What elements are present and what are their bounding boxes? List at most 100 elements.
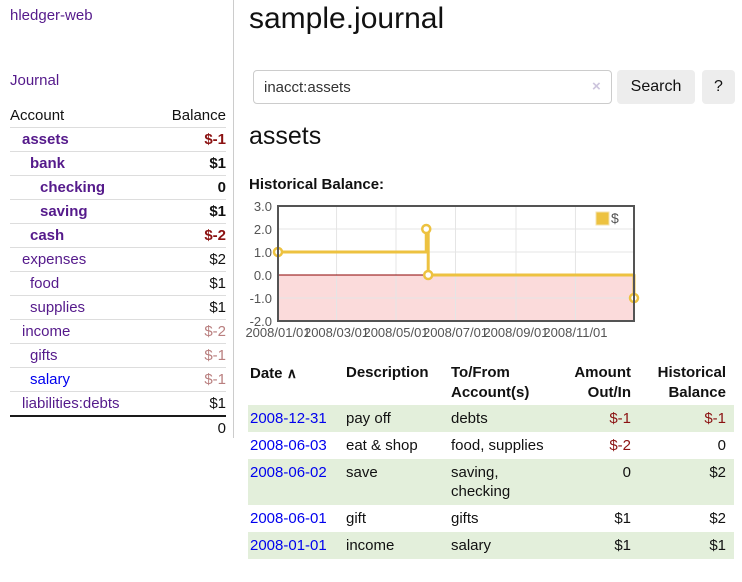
x-tick-label: 2008/09/01 (483, 325, 548, 340)
account-name-cell: liabilities:debts (10, 392, 154, 417)
account-row: expenses $2 (10, 248, 226, 272)
account-link-cash[interactable]: cash (30, 227, 64, 244)
account-name-cell: bank (10, 152, 154, 176)
help-button[interactable]: ? (702, 70, 735, 104)
account-link-gifts[interactable]: gifts (30, 347, 58, 364)
hledger-web-page: hledger-web Journal Account Balance asse… (0, 0, 742, 582)
register-table: Date ∧ Description To/From Account(s) Am… (248, 361, 734, 559)
chart-title: Historical Balance: (249, 176, 384, 193)
account-balance: $-1 (154, 344, 226, 368)
y-tick-label: 0.0 (254, 268, 272, 283)
date-cell: 2008-12-31 (248, 405, 344, 432)
account-link-checking[interactable]: checking (40, 179, 105, 196)
description-cell: income (344, 532, 449, 559)
account-link-liabilities-debts[interactable]: liabilities:debts (22, 395, 120, 412)
amount-cell: 0 (549, 459, 639, 505)
sort-ascending-icon: ∧ (287, 365, 297, 381)
amount-cell: $1 (549, 505, 639, 532)
accounts-header-balance: Balance (154, 104, 226, 128)
register-header-accounts: To/From Account(s) (449, 361, 549, 405)
x-tick-label: 2008/11/01 (543, 325, 607, 340)
account-name-cell: salary (10, 368, 154, 392)
clear-search-icon[interactable]: × (592, 78, 601, 96)
account-balance: $2 (154, 248, 226, 272)
account-balance: $-2 (154, 224, 226, 248)
balance-cell: 0 (639, 432, 734, 459)
account-link-supplies[interactable]: supplies (30, 299, 85, 316)
transaction-date-link[interactable]: 2008-06-02 (250, 464, 327, 481)
account-balance: $1 (154, 200, 226, 224)
accounts-cell: gifts (449, 505, 549, 532)
account-row: food$1 (10, 272, 226, 296)
account-row: saving $1 (10, 200, 226, 224)
main-content: sample.journal × Search ? assets Histori… (248, 0, 734, 582)
register-row: 2008-06-01giftgifts$1$2 (248, 505, 734, 532)
search-button[interactable]: Search (617, 70, 695, 104)
account-link-expenses[interactable]: expenses (22, 251, 86, 268)
amount-cell: $1 (549, 532, 639, 559)
account-link-salary[interactable]: salary (30, 371, 70, 388)
transaction-date-link[interactable]: 2008-01-01 (250, 537, 327, 554)
account-name-cell: checking (10, 176, 154, 200)
transaction-date-link[interactable]: 2008-12-31 (250, 410, 327, 427)
account-balance: $1 (154, 152, 226, 176)
account-balance: $-1 (154, 128, 226, 152)
account-heading: assets (249, 122, 321, 151)
legend-swatch (596, 212, 609, 225)
account-row: checking 0 (10, 176, 226, 200)
sidebar-item-journal[interactable]: Journal (10, 72, 59, 89)
account-link-income[interactable]: income (22, 323, 70, 340)
accounts-cell: food, supplies (449, 432, 549, 459)
accounts-cell: salary (449, 532, 549, 559)
y-tick-label: 1.0 (254, 245, 272, 260)
register-row: 2008-01-01incomesalary$1$1 (248, 532, 734, 559)
date-cell: 2008-06-02 (248, 459, 344, 505)
account-row: liabilities:debts $1 (10, 392, 226, 417)
register-header-amount: Amount Out/In (549, 361, 639, 405)
register-header-row: Date ∧ Description To/From Account(s) Am… (248, 361, 734, 405)
register-row: 2008-06-02savesaving, checking0$2 (248, 459, 734, 505)
account-row: income$-2 (10, 320, 226, 344)
x-tick-label: 2008/05/01 (363, 325, 428, 340)
date-header-label: Date (250, 365, 283, 382)
historical-balance-chart: $3.02.01.00.0-1.0-2.02008/01/012008/03/0… (244, 200, 644, 348)
account-balance: $1 (154, 296, 226, 320)
account-balance: 0 (154, 176, 226, 200)
account-name-cell: food (10, 272, 154, 296)
date-cell: 2008-06-01 (248, 505, 344, 532)
account-link-food[interactable]: food (30, 275, 59, 292)
account-link-saving[interactable]: saving (40, 203, 88, 220)
transaction-date-link[interactable]: 2008-06-03 (250, 437, 327, 454)
legend-label: $ (611, 210, 619, 226)
account-balance: $1 (154, 392, 226, 417)
account-name-cell: gifts (10, 344, 154, 368)
accounts-header-account: Account (10, 104, 154, 128)
accounts-total-row: 0 (10, 416, 226, 440)
register-header-balance: Historical Balance (639, 361, 734, 405)
y-tick-label: 2.0 (254, 222, 272, 237)
description-cell: gift (344, 505, 449, 532)
page-title: sample.journal (249, 1, 444, 37)
description-cell: pay off (344, 405, 449, 432)
account-name-cell: assets (10, 128, 154, 152)
balance-cell: $-1 (639, 405, 734, 432)
account-link-assets[interactable]: assets (22, 131, 69, 148)
register-header-description: Description (344, 361, 449, 405)
account-row: assets $-1 (10, 128, 226, 152)
search-input[interactable] (253, 70, 612, 104)
accounts-header-row: Account Balance (10, 104, 226, 128)
transaction-date-link[interactable]: 2008-06-01 (250, 510, 327, 527)
description-cell: save (344, 459, 449, 505)
account-row: bank $1 (10, 152, 226, 176)
amount-cell: $-2 (549, 432, 639, 459)
account-row: supplies $1 (10, 296, 226, 320)
accounts-total-value: 0 (154, 416, 226, 440)
sidebar-divider (233, 0, 234, 438)
app-title-link[interactable]: hledger-web (10, 7, 93, 24)
account-link-bank[interactable]: bank (30, 155, 65, 172)
register-header-date[interactable]: Date ∧ (248, 361, 344, 405)
account-name-cell: cash (10, 224, 154, 248)
accounts-total-spacer (10, 416, 154, 440)
data-point (422, 225, 430, 233)
account-name-cell: saving (10, 200, 154, 224)
